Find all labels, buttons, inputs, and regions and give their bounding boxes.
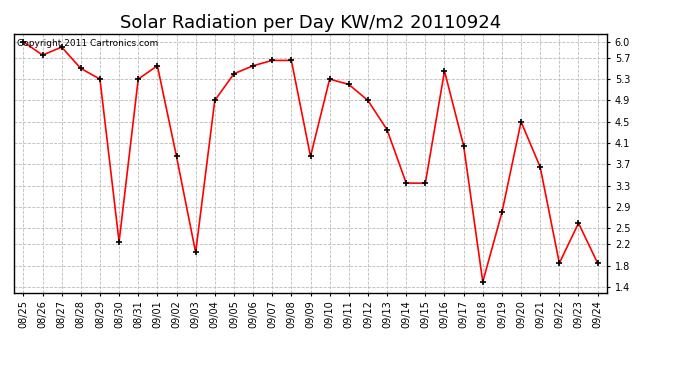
Title: Solar Radiation per Day KW/m2 20110924: Solar Radiation per Day KW/m2 20110924 xyxy=(120,14,501,32)
Text: Copyright 2011 Cartronics.com: Copyright 2011 Cartronics.com xyxy=(17,39,158,48)
